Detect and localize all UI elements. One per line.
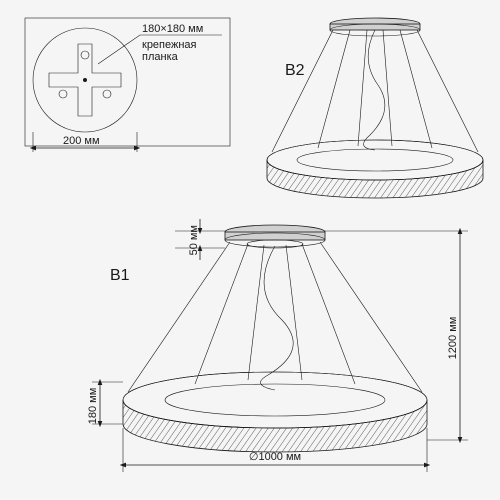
b2-ring bbox=[267, 140, 483, 198]
inset-name-label-2: планка bbox=[142, 51, 179, 63]
b1-ring bbox=[123, 372, 427, 452]
inset-name-label-1: крепежная bbox=[142, 39, 197, 51]
dim-diam: ∅1000 мм bbox=[249, 451, 301, 463]
inset-dim-label: 180×180 мм bbox=[142, 23, 203, 35]
b2-view: B2 bbox=[267, 18, 483, 198]
technical-drawing: 180×180 мм крепежная планка 200 мм B2 bbox=[0, 0, 500, 500]
dim-180: 180 мм bbox=[87, 388, 99, 425]
dim-50: 50 мм bbox=[188, 225, 200, 255]
b1-view: B1 50 мм 180 мм bbox=[87, 219, 468, 472]
b1-label: B1 bbox=[110, 267, 130, 284]
b2-label: B2 bbox=[285, 62, 305, 79]
inset-200-label: 200 мм bbox=[63, 135, 100, 147]
dim-1200: 1200 мм bbox=[447, 317, 459, 360]
inset-box: 180×180 мм крепежная планка 200 мм bbox=[25, 18, 230, 152]
